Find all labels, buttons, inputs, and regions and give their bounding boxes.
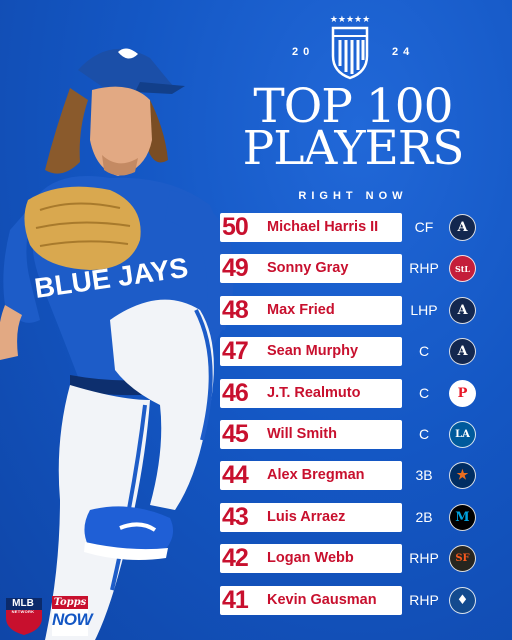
year-right: 2 4: [392, 46, 411, 58]
player-row: 42 Logan Webb RHP SF: [220, 544, 480, 574]
giants-sf-icon: SF: [449, 545, 476, 573]
player-name: Kevin Gausman: [267, 591, 377, 608]
cardinals-stl-icon: StL: [449, 255, 476, 283]
player-position: CF: [414, 219, 434, 235]
row-background: [220, 254, 402, 284]
player-row: 44 Alex Bregman 3B ★: [220, 461, 480, 491]
player-row: 49 Sonny Gray RHP StL: [220, 254, 480, 284]
player-rank: 41: [222, 585, 249, 614]
crest-icon: ★★★★★: [330, 15, 370, 80]
player-rank: 47: [222, 337, 249, 366]
player-rank: 45: [222, 420, 249, 448]
row-background: [220, 585, 402, 615]
row-background: [220, 213, 402, 242]
braves-a-icon: A: [449, 296, 476, 324]
row-background: [220, 337, 402, 367]
row-background: [220, 378, 402, 408]
dodgers-la-icon: LA: [449, 421, 476, 448]
player-name: J.T. Realmuto: [267, 384, 361, 401]
player-row: 41 Kevin Gausman RHP ♦: [220, 585, 480, 615]
player-position: 3B: [415, 467, 433, 484]
row-background: [220, 544, 402, 574]
player-rank: 50: [222, 213, 249, 241]
blue-jays-icon: ♦: [449, 586, 476, 614]
player-position: LHP: [410, 301, 438, 318]
player-row: 45 Will Smith C LA: [220, 420, 480, 449]
svg-text:★★★★★: ★★★★★: [330, 15, 370, 25]
mlb-network-logo: [6, 598, 42, 635]
phillies-p-icon: P: [449, 379, 476, 407]
row-background: [220, 295, 402, 325]
player-name: Sean Murphy: [267, 343, 359, 360]
title-line-1: TOP 100: [253, 79, 453, 134]
player-name: Will Smith: [267, 426, 337, 442]
player-name: Max Fried: [267, 301, 335, 318]
player-position: RHP: [409, 550, 439, 567]
braves-a-icon: A: [449, 214, 476, 241]
braves-a-icon: A: [449, 338, 476, 366]
player-name: Luis Arraez: [267, 508, 346, 525]
astros-star-icon: ★: [449, 462, 476, 490]
player-rank: 44: [222, 461, 249, 490]
player-position: RHP: [409, 591, 439, 608]
player-position: 2B: [415, 508, 433, 525]
player-rank: 42: [222, 544, 249, 573]
mlb-network-text: NETWORK: [11, 609, 35, 614]
player-name: Alex Bregman: [267, 467, 365, 484]
row-background: [220, 502, 402, 532]
player-position: C: [418, 384, 430, 401]
player-position: C: [418, 343, 430, 360]
player-name: Michael Harris II: [267, 219, 379, 235]
player-row: 48 Max Fried LHP A: [220, 295, 480, 325]
ranking-list: 50 Michael Harris II CF A 49 Sonny Gray RHP StL…: [220, 213, 480, 627]
player-row: 47 Sean Murphy C A: [220, 337, 480, 367]
row-background: [220, 420, 402, 449]
player-row: 46 J.T. Realmuto C P: [220, 378, 480, 408]
player-name: Sonny Gray: [267, 260, 349, 277]
topps-now-logo: [52, 596, 88, 636]
subtitle: RIGHT NOW: [298, 190, 408, 202]
player-rank: 48: [222, 295, 249, 324]
now-text: NOW: [52, 610, 93, 629]
player-rank: 46: [222, 378, 249, 407]
player-row: 43 Luis Arraez 2B M: [220, 502, 480, 532]
topps-text: Topps: [53, 597, 87, 608]
player-name: Logan Webb: [267, 550, 354, 567]
row-background: [220, 461, 402, 491]
marlins-m-icon: M: [449, 503, 476, 531]
player-row: 50 Michael Harris II CF A: [220, 213, 480, 242]
pitcher-illustration: BLUE JAYS: [0, 48, 234, 640]
player-rank: 49: [222, 254, 249, 283]
player-position: C: [418, 426, 430, 442]
player-position: RHP: [409, 260, 439, 277]
player-rank: 43: [222, 502, 249, 531]
mlb-text: MLB: [12, 598, 34, 609]
year-left: 2 0: [292, 46, 311, 58]
title-line-2: PLAYERS: [242, 121, 465, 176]
